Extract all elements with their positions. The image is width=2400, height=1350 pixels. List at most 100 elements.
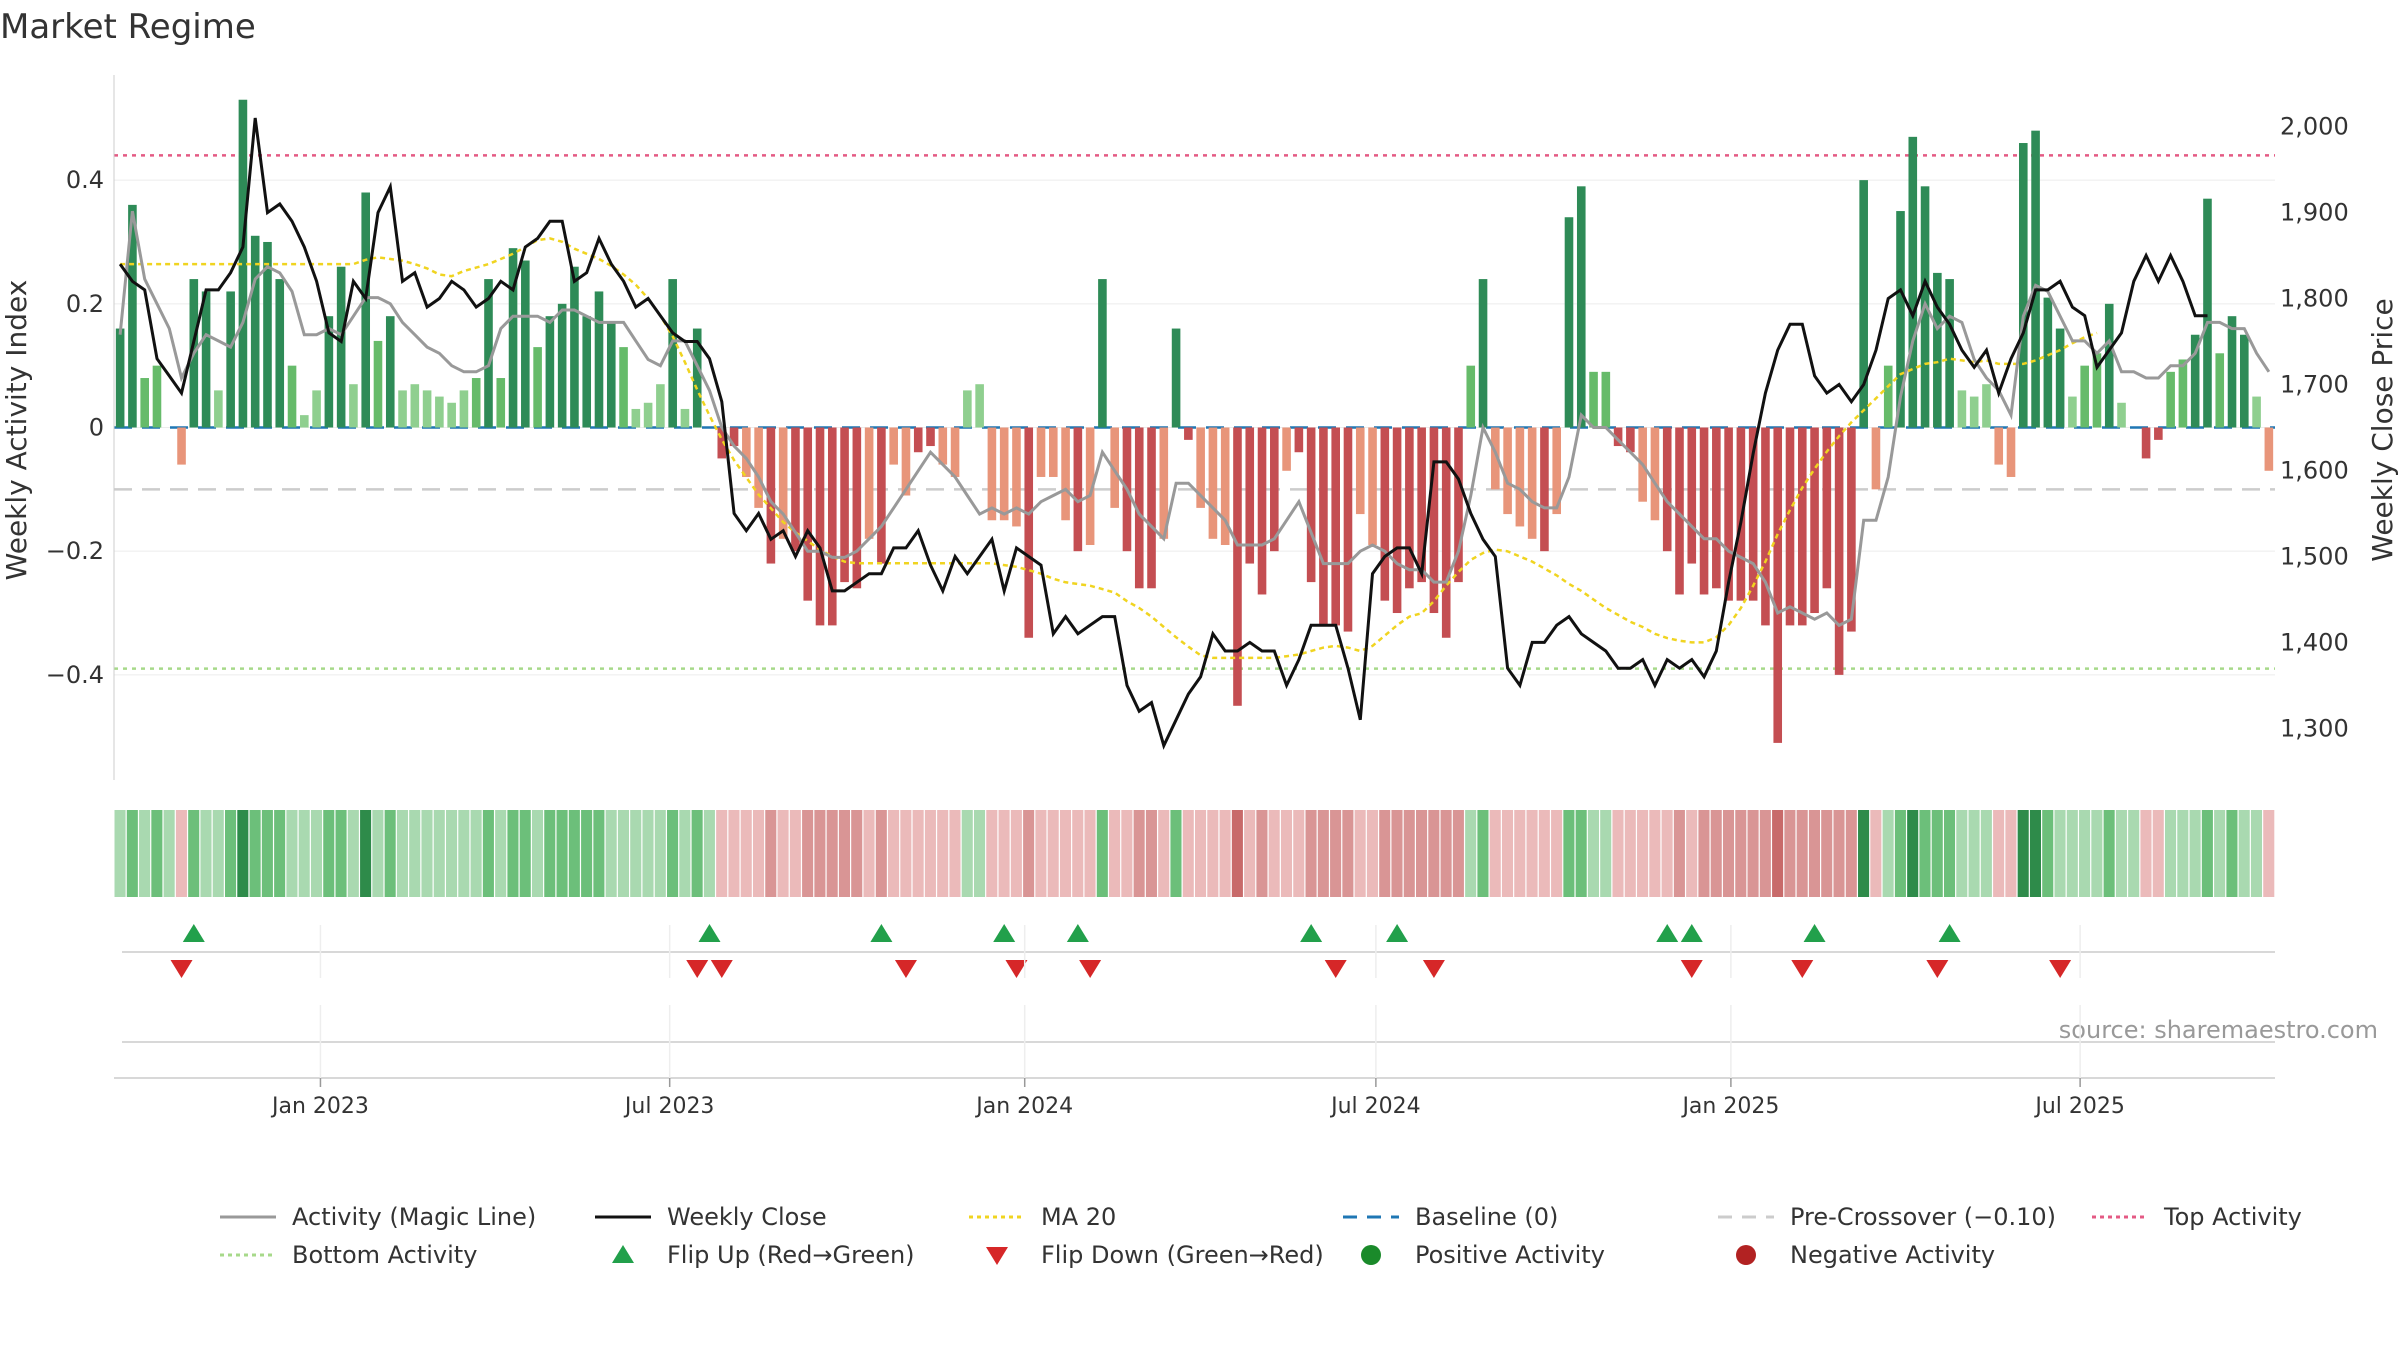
regime-cell [1010,810,1022,897]
regime-cell [433,810,445,897]
activity-bar [1098,279,1107,428]
activity-bar [778,427,788,539]
activity-bar [1012,427,1021,527]
x-tick-label: Jul 2024 [1329,1094,1421,1119]
activity-bar [152,365,162,428]
flip-down-marker [686,960,709,978]
activity-bar [1601,371,1611,428]
regime-cell [1158,810,1170,897]
activity-bar [115,328,125,428]
legend-label: Flip Up (Red→Green) [667,1241,915,1269]
regime-cell [1538,810,1550,897]
activity-bar [1417,427,1426,583]
series-lines [118,117,2271,750]
activity-bar [1380,427,1390,601]
activity-bar [2178,359,2188,428]
regime-cell [1170,810,1182,897]
regime-cell [1416,810,1428,897]
activity-bar [1957,390,1967,428]
regime-cell [1109,810,1121,897]
regime-cell [1710,810,1722,897]
activity-bar [766,427,776,564]
flip-up-marker [870,924,893,942]
legend-swatch [986,1247,1008,1265]
legend-swatch [1736,1245,1756,1265]
activity-bar [1441,427,1451,638]
activity-bar [692,328,702,428]
activity-bar [1810,427,1819,614]
activity-bar [1049,427,1058,477]
activity-bar [754,427,763,508]
regime-cell [1477,810,1489,897]
activity-bar [300,415,309,428]
activity-bar [594,291,604,428]
activity-bar [889,427,898,465]
regime-cell [495,810,507,897]
regime-cell [1182,810,1194,897]
regime-cell [1784,810,1796,897]
regime-cell [826,810,838,897]
regime-cell [2189,810,2201,897]
activity-bar [975,384,984,428]
regime-cell [1833,810,1845,897]
activity-bar [1061,427,1070,521]
regime-cell [1624,810,1636,897]
regime-cell [568,810,580,897]
activity-bar [177,427,186,465]
regime-cell [961,810,973,897]
activity-bar [447,402,456,428]
axes: 0.4 0.2 0 −0.2 −0.4 2,000 1,900 1,800 1,700 1,600… [46,75,2349,780]
activity-bar [963,390,972,428]
regime-cell [814,810,826,897]
regime-cell [1035,810,1047,897]
regime-cell [2115,810,2127,897]
regime-cell [1305,810,1317,897]
activity-bar [2227,316,2237,428]
regime-cell [1428,810,1440,897]
regime-cell [1145,810,1157,897]
regime-cell [1440,810,1452,897]
activity-bar [1171,328,1181,428]
regime-cell [1096,810,1108,897]
regime-cell [1391,810,1403,897]
regime-cell [1587,810,1599,897]
activity-bar [840,427,849,583]
regime-cell [2214,810,2226,897]
regime-cell [777,810,789,897]
x-axis: Jan 2023 Jul 2023 Jan 2024 Jul 2024 Jan 2025… [270,925,2125,1119]
regime-cell [2091,810,2103,897]
regime-cell [421,810,433,897]
activity-bar [263,241,272,428]
activity-bar [1883,365,1893,428]
regime-cell [912,810,924,897]
regime-cell [409,810,421,897]
activity-bar [1797,427,1807,626]
activity-bar [2252,396,2261,428]
activity-bar [717,427,727,459]
regime-cell [482,810,494,897]
activity-bar [2006,427,2016,477]
legend-item: Top Activity [2092,1203,2302,1231]
regime-cell [1931,810,1943,897]
flip-up-marker [182,924,205,942]
regime-cell [1919,810,1931,897]
activity-bar [2080,365,2089,428]
activity-bar [1773,427,1783,743]
flip-down-marker [1926,960,1949,978]
regime-cell [875,810,887,897]
regime-cell [556,810,568,897]
legend-item: Negative Activity [1736,1241,1995,1269]
activity-bar [913,427,923,453]
flip-markers [122,924,2275,978]
regime-cell [1379,810,1391,897]
regime-cell [1354,810,1366,897]
chart-title: Market Regime [0,7,256,47]
regime-cell [924,810,936,897]
activity-bar [1859,180,1868,428]
regime-cell [2164,810,2177,897]
activity-bar [1699,427,1709,595]
activity-bar [1834,427,1844,675]
flip-up-marker [1656,924,1679,942]
activity-bar [1184,427,1193,440]
